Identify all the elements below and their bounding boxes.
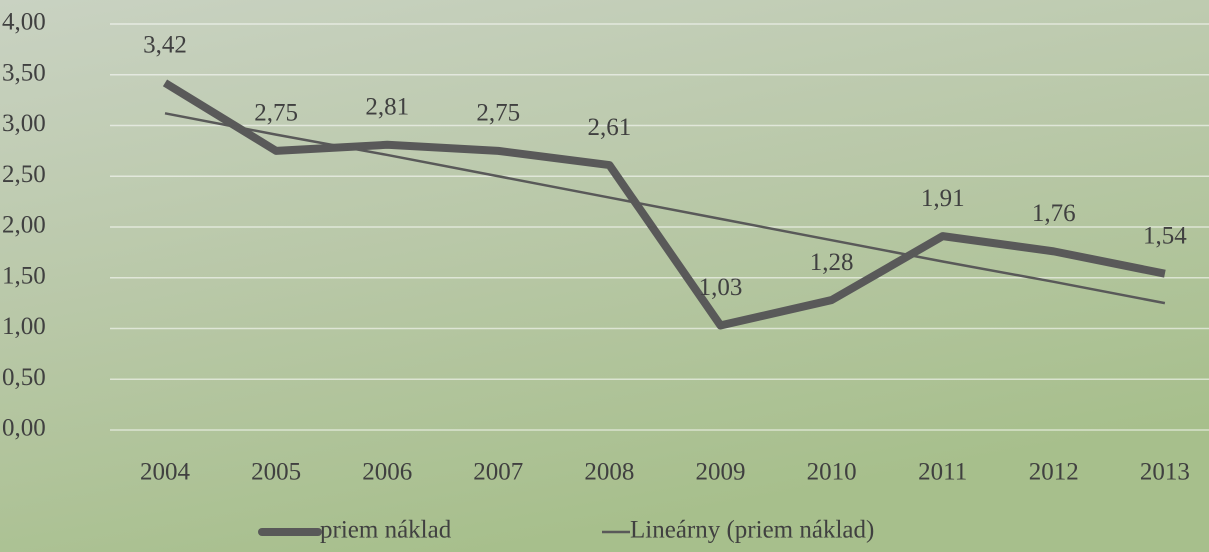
- y-tick-label: 4,00: [2, 9, 46, 36]
- x-tick-label: 2005: [251, 459, 301, 486]
- trend-line: [164, 112, 1166, 305]
- y-tick-label: 1,00: [2, 313, 46, 340]
- x-tick-label: 2008: [584, 459, 634, 486]
- y-tick-label: 3,50: [2, 59, 46, 86]
- x-tick-label: 2007: [473, 459, 523, 486]
- y-tick-label: 0,00: [2, 415, 46, 442]
- data-label: 1,03: [699, 274, 743, 301]
- data-label: 1,28: [810, 249, 854, 276]
- x-tick-label: 2011: [918, 459, 967, 486]
- x-tick-label: 2010: [807, 459, 857, 486]
- data-label: 1,91: [921, 185, 965, 212]
- y-tick-label: 0,50: [2, 364, 46, 391]
- data-label: 3,42: [143, 32, 187, 59]
- x-tick-label: 2004: [140, 459, 191, 486]
- legend-label: priem náklad: [320, 517, 452, 544]
- y-tick-label: 2,50: [2, 161, 46, 188]
- legend-label: Lineárny (priem náklad): [630, 517, 874, 544]
- data-label: 2,61: [588, 114, 632, 141]
- y-tick-label: 2,00: [2, 212, 46, 239]
- data-label: 2,81: [365, 94, 409, 121]
- y-tick-label: 3,00: [2, 110, 46, 137]
- data-label: 1,76: [1032, 200, 1076, 227]
- data-label: 2,75: [476, 100, 520, 127]
- data-line: [162, 79, 1166, 330]
- data-label: 1,54: [1143, 222, 1187, 249]
- x-tick-label: 2006: [362, 459, 412, 486]
- y-tick-label: 1,50: [2, 262, 46, 289]
- x-tick-label: 2013: [1140, 459, 1190, 486]
- x-tick-label: 2012: [1029, 459, 1079, 486]
- x-tick-label: 2009: [696, 459, 746, 486]
- data-label: 2,75: [254, 100, 298, 127]
